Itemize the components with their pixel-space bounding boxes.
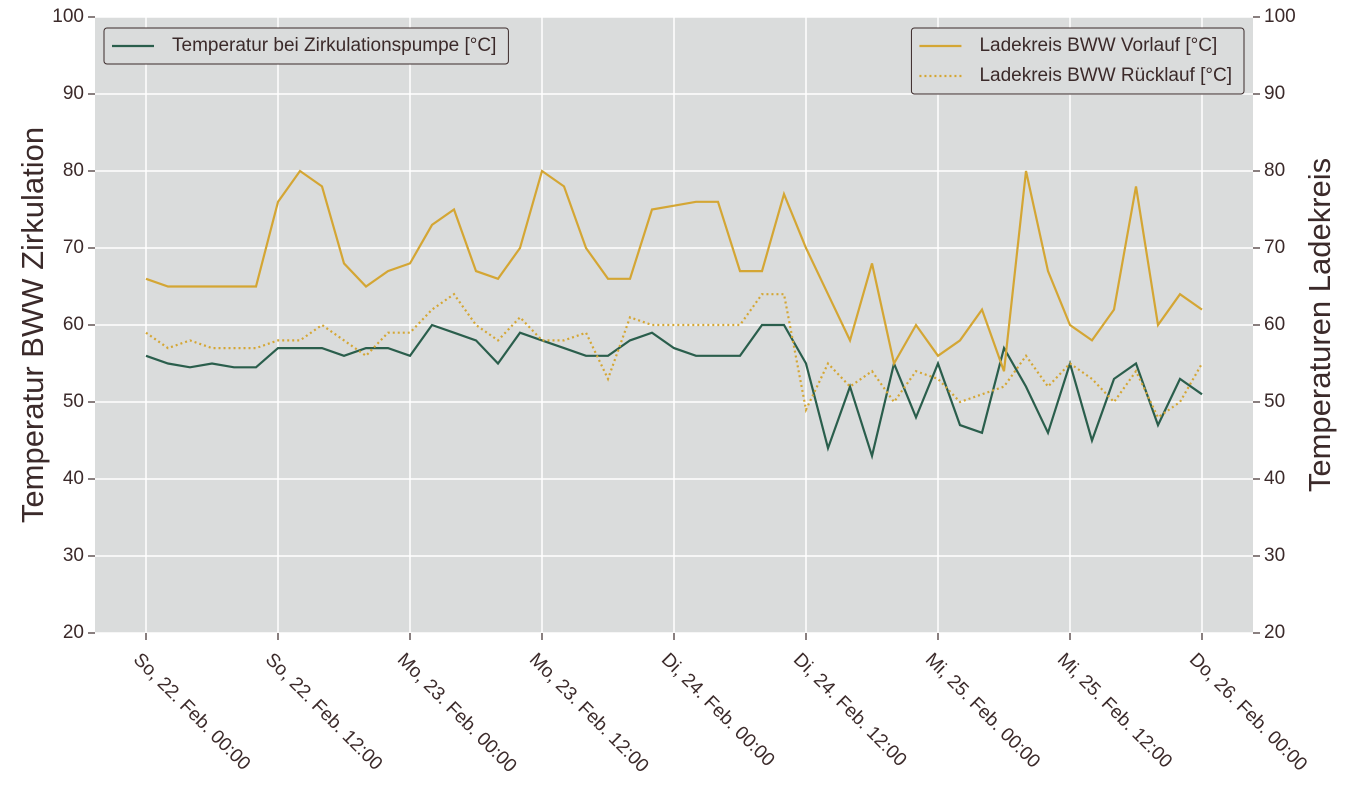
series-line <box>145 169 1203 372</box>
y2-axis-label: Temperaturen Ladekreis <box>1302 158 1337 492</box>
y2-tick-label: 60 <box>1264 314 1285 335</box>
legend-label: Temperatur bei Zirkulationspumpe [°C] <box>172 35 496 56</box>
x-tick-label: So, 22. Feb. 00:00 <box>129 649 254 774</box>
y-tick-label: 60 <box>63 314 84 335</box>
series-line <box>145 323 1203 461</box>
x-tick-label: Di, 24. Feb. 00:00 <box>657 649 779 771</box>
x-tick-label: So, 22. Feb. 12:00 <box>261 649 386 774</box>
series-line <box>145 292 1203 420</box>
legend: Temperatur bei Zirkulationspumpe [°C] <box>103 27 509 65</box>
x-tick-label: Mi, 25. Feb. 12:00 <box>1053 649 1176 772</box>
y2-tick-label: 40 <box>1264 468 1285 489</box>
y2-tick-label: 20 <box>1264 622 1285 643</box>
legend-box <box>103 27 509 65</box>
y2-tick-label: 100 <box>1264 6 1296 27</box>
y2-tick-label: 80 <box>1264 160 1285 181</box>
y-tick-label: 70 <box>63 237 84 258</box>
grid <box>95 16 1253 634</box>
y2-tick-label: 50 <box>1264 391 1285 412</box>
y2-tick-label: 70 <box>1264 237 1285 258</box>
y-tick-label: 80 <box>63 160 84 181</box>
y-tick-label: 100 <box>52 6 84 27</box>
x-tick-label: Mo, 23. Feb. 12:00 <box>525 649 653 777</box>
legend: Ladekreis BWW Vorlauf [°C] Ladekreis BWW … <box>910 27 1245 95</box>
y-tick-label: 90 <box>63 83 84 104</box>
legends: Temperatur bei Zirkulationspumpe [°C] Lad… <box>103 27 1245 95</box>
y2-tick-label: 30 <box>1264 545 1285 566</box>
legend-box <box>910 27 1245 95</box>
y-tick-label: 30 <box>63 545 84 566</box>
x-tick-label: Di, 24. Feb. 12:00 <box>789 649 911 771</box>
legend-label: Ladekreis BWW Rücklauf [°C] <box>979 65 1232 86</box>
y-axis-label: Temperatur BWW Zirkulation <box>15 127 50 523</box>
lines <box>145 169 1203 461</box>
y2-tick-label: 90 <box>1264 83 1285 104</box>
y-tick-label: 40 <box>63 468 84 489</box>
legend-label: Ladekreis BWW Vorlauf [°C] <box>979 35 1217 56</box>
y-tick-label: 20 <box>63 622 84 643</box>
x-tick-label: Do, 26. Feb. 00:00 <box>1185 649 1311 775</box>
x-tick-label: Mo, 23. Feb. 00:00 <box>393 649 521 777</box>
x-tick-label: Mi, 25. Feb. 00:00 <box>921 649 1044 772</box>
y-tick-label: 50 <box>63 391 84 412</box>
